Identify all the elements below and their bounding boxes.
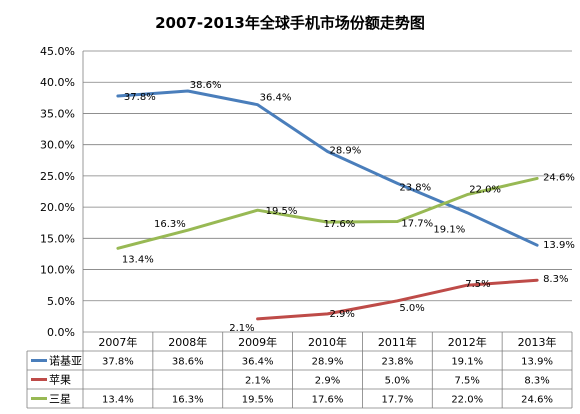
data-label: 24.6% [543,172,575,183]
table-cell: 19.5% [242,395,274,406]
table-cell: 2.9% [315,376,340,387]
data-label: 37.8% [124,92,156,103]
legend-label: 三星 [49,393,71,406]
data-label: 5.0% [399,303,424,314]
table-cell: 13.4% [102,395,134,406]
table-cell: 17.7% [381,395,413,406]
data-label: 7.5% [465,279,490,290]
y-tick-label: 0.0% [47,326,75,339]
table-cell: 2.1% [245,376,270,387]
y-tick-label: 15.0% [40,232,75,245]
x-tick-label: 2013年 [518,335,557,349]
data-label: 22.0% [469,185,501,196]
table-cell: 36.4% [242,357,274,368]
legend-label: 苹果 [49,373,71,387]
data-label: 8.3% [543,274,568,285]
table-cell: 7.5% [455,376,480,387]
data-label: 28.9% [330,146,362,157]
chart-title: 2007-2013年全球手机市场份额走势图 [155,14,425,32]
data-label: 13.9% [543,240,575,251]
y-tick-label: 35.0% [40,107,75,120]
table-cell: 13.9% [521,357,553,368]
x-tick-label: 2011年 [378,335,417,349]
data-label: 13.4% [122,254,154,265]
x-tick-label: 2012年 [448,335,487,349]
x-tick-label: 2010年 [308,335,347,349]
data-label: 36.4% [260,93,292,104]
table-cell: 38.6% [172,357,204,368]
y-tick-label: 30.0% [40,139,75,152]
x-tick-label: 2007年 [98,335,137,349]
x-tick-label: 2008年 [168,335,207,349]
y-tick-label: 5.0% [47,295,75,308]
data-label: 17.6% [324,219,356,230]
table-cell: 5.0% [385,376,410,387]
series-line-1 [116,89,539,247]
x-tick-label: 2009年 [238,335,277,349]
data-label: 19.5% [266,206,298,217]
table-cell: 24.6% [521,395,553,406]
data-label: 2.9% [330,309,355,320]
data-label: 38.6% [190,80,222,91]
table-cell: 37.8% [102,357,134,368]
table-cell: 22.0% [451,395,483,406]
table-cell: 19.1% [451,357,483,368]
legend-label: 诺基亚 [49,355,82,368]
y-tick-label: 40.0% [40,76,75,89]
y-tick-label: 25.0% [40,170,75,183]
data-label: 23.8% [399,182,431,193]
y-tick-label: 10.0% [40,264,75,277]
data-label: 16.3% [154,219,186,230]
data-label: 19.1% [433,225,465,236]
table-cell: 16.3% [172,395,204,406]
data-label: 2.1% [229,323,254,334]
table-cell: 8.3% [524,376,549,387]
y-tick-label: 45.0% [40,45,75,58]
table-cell: 23.8% [381,357,413,368]
series-line-2 [256,278,539,321]
data-label: 17.7% [401,218,433,229]
table-cell: 28.9% [312,357,344,368]
table-cell: 17.6% [312,395,344,406]
series-line-3 [116,176,539,250]
y-tick-label: 20.0% [40,201,75,214]
